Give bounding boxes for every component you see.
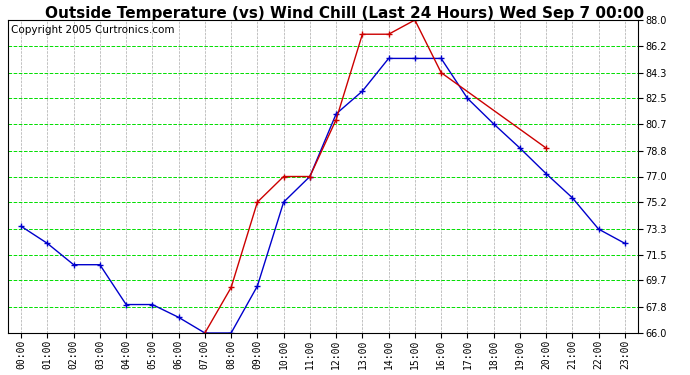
Text: Outside Temperature (vs) Wind Chill (Last 24 Hours) Wed Sep 7 00:00: Outside Temperature (vs) Wind Chill (Las… xyxy=(46,6,644,21)
Text: Copyright 2005 Curtronics.com: Copyright 2005 Curtronics.com xyxy=(11,25,175,35)
